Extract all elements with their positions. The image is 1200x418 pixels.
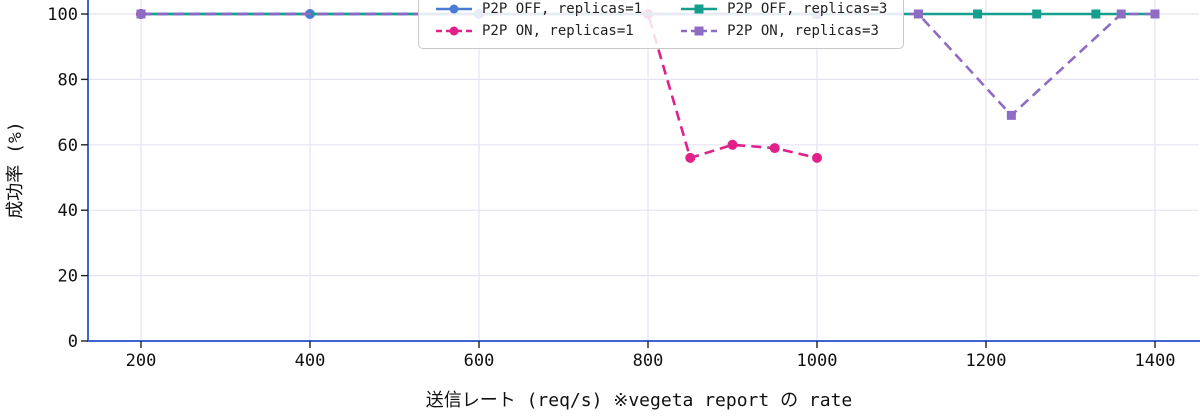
- x-tick-label: 200: [126, 351, 157, 371]
- legend-swatch-p2p-on-r1: [435, 24, 473, 38]
- legend: P2P OFF, replicas=1 P2P ON, replicas=1 P…: [418, 0, 905, 49]
- data-point: [769, 143, 780, 154]
- data-point: [1116, 9, 1126, 19]
- data-point: [913, 9, 923, 19]
- legend-label: P2P ON, replicas=1: [482, 23, 634, 39]
- data-point: [1032, 9, 1042, 19]
- y-tick-label: 100: [47, 5, 78, 25]
- legend-swatch-p2p-off-r1: [435, 2, 473, 16]
- x-tick-label: 600: [464, 351, 495, 371]
- legend-item: P2P OFF, replicas=3: [680, 1, 887, 17]
- data-point: [1150, 9, 1160, 19]
- x-tick-label: 1200: [966, 351, 1007, 371]
- x-tick-label: 1400: [1135, 351, 1176, 371]
- y-axis-label: 成功率 (%): [5, 121, 26, 219]
- legend-swatch-p2p-on-r3: [680, 24, 718, 38]
- legend-item: P2P ON, replicas=3: [680, 23, 887, 39]
- legend-swatch-p2p-off-r3: [680, 2, 718, 16]
- x-tick-label: 1000: [797, 351, 838, 371]
- y-tick-label: 20: [58, 267, 78, 287]
- legend-label: P2P OFF, replicas=1: [482, 1, 643, 17]
- data-point: [1091, 9, 1101, 19]
- data-point: [973, 9, 983, 19]
- x-tick-label: 800: [633, 351, 664, 371]
- legend-item: P2P OFF, replicas=1: [435, 1, 642, 17]
- legend-item: P2P ON, replicas=1: [435, 23, 642, 39]
- y-tick-label: 0: [68, 332, 78, 352]
- data-point: [136, 9, 146, 19]
- legend-label: P2P OFF, replicas=3: [727, 1, 888, 17]
- x-axis-label: 送信レート (req/s) ※vegeta report の rate: [425, 390, 853, 411]
- data-point: [727, 139, 738, 150]
- legend-label: P2P ON, replicas=3: [727, 23, 879, 39]
- x-tick-label: 400: [295, 351, 326, 371]
- y-tick-label: 40: [58, 201, 78, 221]
- data-point: [812, 152, 822, 163]
- data-point: [1006, 110, 1016, 120]
- data-point: [685, 152, 696, 163]
- y-tick-label: 80: [58, 70, 78, 90]
- y-tick-label: 60: [58, 136, 78, 156]
